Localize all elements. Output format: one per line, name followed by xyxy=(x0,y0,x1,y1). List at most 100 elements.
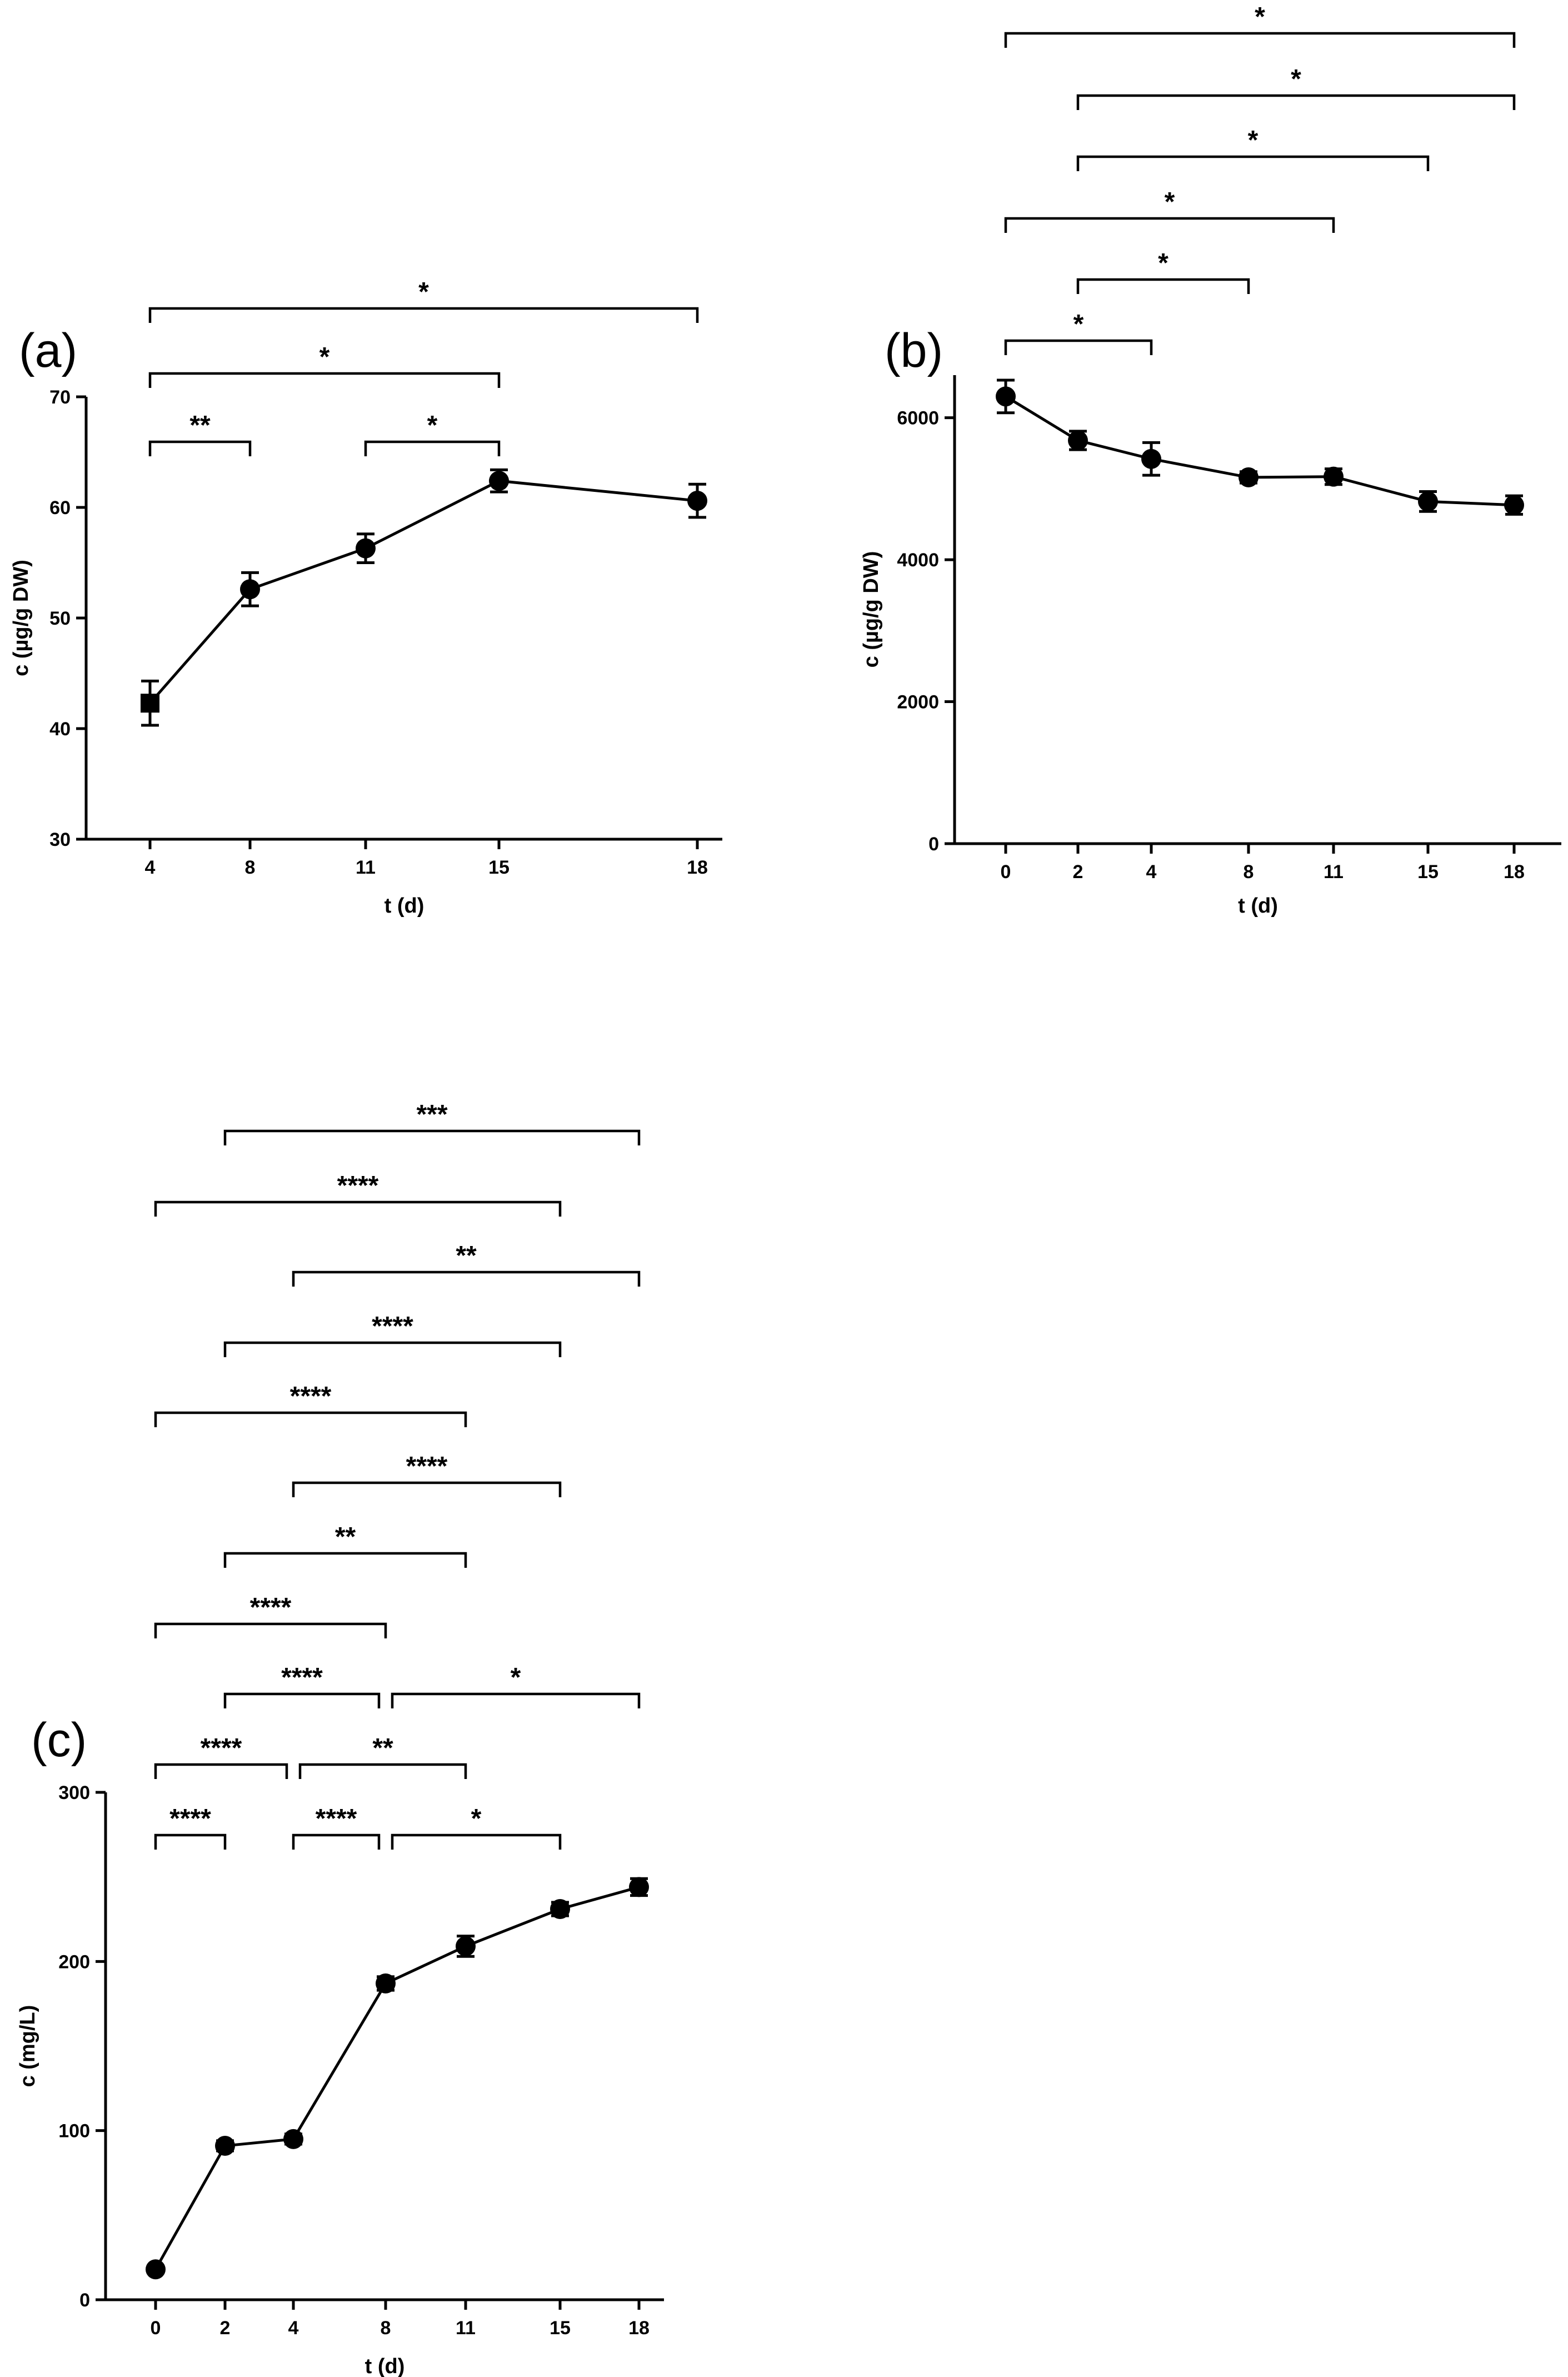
significance-label: ** xyxy=(456,1241,477,1270)
significance-bracket xyxy=(1076,155,1430,171)
x-tick-label: 15 xyxy=(488,857,510,878)
significance-bracket xyxy=(1004,339,1153,355)
significance-label: * xyxy=(1291,64,1301,94)
x-tick-label: 4 xyxy=(1146,861,1157,883)
significance-bracket xyxy=(1004,32,1516,48)
significance-label: * xyxy=(427,411,438,440)
y-axis-title: c (µg/g DW) xyxy=(9,560,33,676)
x-tick-label: 11 xyxy=(1324,861,1344,883)
y-tick-label: 30 xyxy=(49,829,71,850)
y-tick-label: 4000 xyxy=(897,550,939,571)
significance-bracket xyxy=(292,1481,562,1497)
significance-bracket xyxy=(391,1833,562,1850)
significance-bracket xyxy=(223,1129,641,1145)
x-tick-label: 2 xyxy=(220,2318,231,2339)
significance-bracket xyxy=(154,1200,562,1217)
data-point xyxy=(629,1877,649,1897)
data-point xyxy=(356,538,376,559)
significance-bracket xyxy=(154,1622,387,1638)
significance-bracket xyxy=(223,1552,467,1568)
data-point xyxy=(489,471,509,491)
y-tick-label: 100 xyxy=(58,2121,90,2142)
x-axis-title: t (d) xyxy=(384,894,425,918)
significance-label: **** xyxy=(372,1312,413,1341)
x-tick-label: 15 xyxy=(1417,861,1439,883)
x-tick-label: 4 xyxy=(145,857,156,878)
significance-bracket xyxy=(154,1763,288,1779)
data-point xyxy=(1418,491,1438,512)
y-axis-title: c (µg/g DW) xyxy=(860,551,883,668)
x-tick-label: 15 xyxy=(550,2318,571,2339)
significance-label: * xyxy=(1248,126,1259,155)
data-point xyxy=(283,2129,303,2149)
significance-bracket xyxy=(364,440,501,456)
y-tick-label: 300 xyxy=(58,1782,90,1803)
significance-bracket xyxy=(148,307,699,323)
significance-label: ** xyxy=(335,1522,356,1552)
significance-bracket xyxy=(154,1833,227,1850)
significance-bracket xyxy=(391,1692,641,1708)
significance-bracket xyxy=(148,440,252,456)
x-tick-label: 18 xyxy=(1504,861,1525,883)
significance-bracket xyxy=(154,1411,467,1427)
significance-label: ** xyxy=(372,1733,393,1763)
data-point xyxy=(1141,449,1161,469)
significance-bracket xyxy=(292,1270,641,1287)
significance-bracket xyxy=(1076,94,1516,110)
significance-label: * xyxy=(1255,2,1265,32)
x-tick-label: 0 xyxy=(151,2318,161,2339)
data-point xyxy=(376,1973,396,1994)
significance-label: **** xyxy=(201,1733,242,1763)
data-point xyxy=(456,1936,476,1956)
data-point xyxy=(687,491,707,511)
y-tick-label: 40 xyxy=(49,719,71,740)
significance-bracket xyxy=(148,372,501,388)
x-axis-title: t (d) xyxy=(1238,894,1278,918)
significance-bracket xyxy=(1004,217,1335,233)
significance-label: **** xyxy=(169,1804,211,1833)
significance-bracket xyxy=(292,1833,381,1850)
significance-label: **** xyxy=(250,1593,292,1622)
x-tick-label: 11 xyxy=(356,857,376,878)
x-tick-label: 18 xyxy=(687,857,708,878)
x-tick-label: 0 xyxy=(1001,861,1011,883)
y-tick-label: 0 xyxy=(928,834,939,855)
x-axis-title: t (d) xyxy=(365,2355,405,2377)
x-tick-label: 4 xyxy=(288,2318,299,2339)
x-tick-label: 8 xyxy=(1244,861,1254,883)
y-tick-label: 70 xyxy=(49,387,71,408)
y-tick-label: 6000 xyxy=(897,408,939,429)
data-point xyxy=(146,2259,166,2280)
y-axis-title: c (mg/L) xyxy=(16,2005,39,2087)
significance-label: * xyxy=(418,277,429,307)
panel-b-label: (b) xyxy=(885,324,943,377)
y-tick-label: 60 xyxy=(49,497,71,519)
data-point xyxy=(550,1898,570,1919)
series-line xyxy=(154,1886,640,2270)
significance-label: * xyxy=(471,1804,482,1833)
significance-label: * xyxy=(1158,248,1168,278)
x-tick-label: 18 xyxy=(628,2318,650,2339)
significance-label: **** xyxy=(281,1663,323,1692)
panel-b-chart: (b) 0 2000 4000 6000 0 2 4 8 11 15 18 t (d) c (µg/g … xyxy=(860,2,1561,918)
significance-label: **** xyxy=(337,1171,379,1200)
significance-label: **** xyxy=(377,0,418,6)
y-tick-label: 50 xyxy=(49,608,71,629)
x-tick-label: 2 xyxy=(1073,861,1083,883)
data-point xyxy=(1068,430,1088,451)
data-point xyxy=(215,2136,235,2156)
y-tick-label: 2000 xyxy=(897,692,939,713)
panel-c-label: (c) xyxy=(31,1713,87,1767)
x-tick-label: 8 xyxy=(245,857,256,878)
data-point xyxy=(141,694,159,713)
significance-label: ** xyxy=(189,411,211,440)
significance-label: * xyxy=(1073,310,1084,339)
series-line xyxy=(149,479,698,704)
significance-bracket xyxy=(1076,278,1250,294)
data-point xyxy=(996,386,1016,407)
significance-label: **** xyxy=(316,1804,357,1833)
y-tick-label: 200 xyxy=(58,1951,90,1972)
